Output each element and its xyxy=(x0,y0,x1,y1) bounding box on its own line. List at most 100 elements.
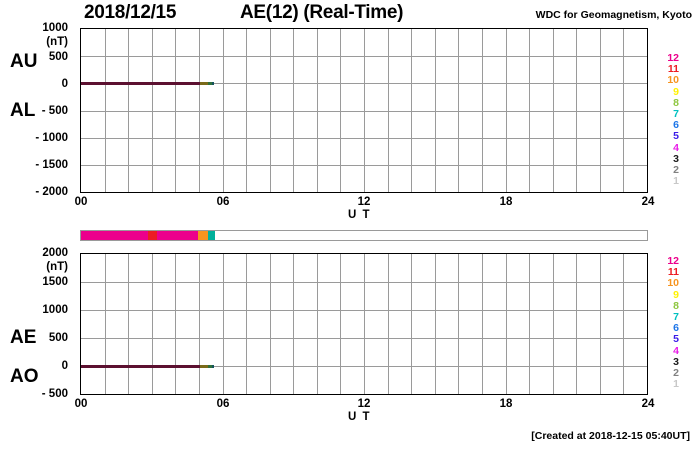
top-y-axis-tick-1000: 1000 xyxy=(42,22,68,34)
gridline-horizontal xyxy=(81,56,647,57)
gridline-vertical xyxy=(411,29,412,192)
bottom-y-axis-unit: (nT) xyxy=(46,261,68,273)
top-x-tick-00: 00 xyxy=(74,196,88,208)
bottom-y-axis-tick-neg500: - 500 xyxy=(41,388,68,400)
gridline-vertical xyxy=(364,254,365,394)
gridline-vertical xyxy=(199,29,200,192)
gridline-vertical xyxy=(270,29,271,192)
legend-item-4: 4 xyxy=(673,141,679,154)
trace-segment xyxy=(200,365,208,368)
top-y-axis-tick-neg1000: - 1000 xyxy=(35,132,68,144)
gridline-vertical xyxy=(293,254,294,394)
legend-item-10: 10 xyxy=(667,277,679,290)
gridline-vertical xyxy=(340,254,341,394)
legend-bottom: 12 11 10 9 8 7 6 5 4 3 2 1 xyxy=(657,255,679,390)
legend-top: 12 11 10 9 8 7 6 5 4 3 2 1 xyxy=(657,52,679,188)
gridline-vertical xyxy=(317,254,318,394)
top-x-axis-title: U T xyxy=(348,209,372,221)
credit-label: WDC for Geomagnetism, Kyoto xyxy=(535,9,692,21)
gridline-horizontal xyxy=(81,282,647,283)
gridline-vertical xyxy=(482,254,483,394)
data-trace xyxy=(81,365,214,368)
gridline-vertical xyxy=(600,29,601,192)
gridline-vertical xyxy=(553,254,554,394)
gridline-vertical xyxy=(364,29,365,192)
trace-segment xyxy=(211,82,214,85)
bottom-x-tick-18: 18 xyxy=(499,398,513,410)
legend-item-12: 12 xyxy=(667,52,679,64)
legend-item-9: 9 xyxy=(673,85,679,98)
gridline-vertical xyxy=(293,29,294,192)
page-title: AE(12) (Real-Time) xyxy=(240,2,404,23)
gridline-vertical xyxy=(128,254,129,394)
top-y-axis-tick-500: 500 xyxy=(48,51,68,63)
ae-label: AE xyxy=(10,327,37,348)
bottom-x-tick-06: 06 xyxy=(216,398,230,410)
top-y-axis-tick-neg500: - 500 xyxy=(41,105,68,117)
gridline-horizontal xyxy=(81,310,647,311)
trace-segment xyxy=(200,82,208,85)
gridline-vertical xyxy=(246,254,247,394)
gridline-horizontal xyxy=(81,366,647,367)
gridline-horizontal xyxy=(81,165,647,166)
gridline-vertical xyxy=(576,254,577,394)
gridline-vertical xyxy=(529,254,530,394)
legend-item-4: 4 xyxy=(673,344,679,357)
gridline-vertical xyxy=(175,254,176,394)
trace-segment xyxy=(81,82,201,85)
top-y-axis-tick-neg1500: - 1500 xyxy=(35,159,68,171)
legend-item-3: 3 xyxy=(673,355,679,368)
gridline-vertical xyxy=(482,29,483,192)
gridline-vertical xyxy=(388,254,389,394)
ao-label: AO xyxy=(10,366,39,387)
gridline-vertical xyxy=(340,29,341,192)
bottom-y-axis-tick-1000: 1000 xyxy=(42,304,68,316)
legend-item-12: 12 xyxy=(667,255,679,267)
top-x-tick-06: 06 xyxy=(216,196,230,208)
gridline-vertical xyxy=(152,254,153,394)
bottom-y-axis-tick-2000: 2000 xyxy=(42,247,68,259)
gridline-vertical xyxy=(175,29,176,192)
legend-item-6: 6 xyxy=(673,322,679,335)
au-al-plot-area xyxy=(80,28,648,193)
legend-item-6: 6 xyxy=(673,119,679,132)
trace-segment xyxy=(207,82,212,85)
gridline-horizontal xyxy=(81,111,647,112)
gridline-vertical xyxy=(317,29,318,192)
legend-item-3: 3 xyxy=(673,152,679,165)
legend-item-11: 11 xyxy=(667,266,679,279)
gridline-vertical xyxy=(623,254,624,394)
trace-segment xyxy=(211,365,214,368)
gridline-vertical xyxy=(388,29,389,192)
top-y-axis-tick-0: 0 xyxy=(61,78,68,90)
gridline-horizontal xyxy=(81,338,647,339)
gridline-vertical xyxy=(223,254,224,394)
gridline-horizontal xyxy=(81,83,647,84)
gridline-vertical xyxy=(435,254,436,394)
au-label: AU xyxy=(10,51,38,72)
gridline-vertical xyxy=(458,29,459,192)
legend-item-5: 5 xyxy=(673,333,679,346)
gridline-vertical xyxy=(600,254,601,394)
page-title-date: 2018/12/15 xyxy=(84,2,177,23)
bottom-y-axis-tick-500: 500 xyxy=(48,332,68,344)
gridline-vertical xyxy=(223,29,224,192)
top-x-tick-18: 18 xyxy=(499,196,513,208)
trace-segment xyxy=(81,365,201,368)
legend-item-2: 2 xyxy=(673,367,679,380)
top-x-tick-12: 12 xyxy=(357,196,371,208)
legend-item-8: 8 xyxy=(673,299,679,312)
legend-item-1: 1 xyxy=(673,175,679,188)
gridline-vertical xyxy=(553,29,554,192)
data-coverage-bar[interactable] xyxy=(80,230,648,241)
coverage-segment xyxy=(197,231,209,240)
coverage-segment xyxy=(148,231,158,240)
bottom-y-axis-tick-0: 0 xyxy=(61,360,68,372)
gridline-vertical xyxy=(105,29,106,192)
gridline-vertical xyxy=(435,29,436,192)
gridline-vertical xyxy=(128,29,129,192)
gridline-vertical xyxy=(506,29,507,192)
gridline-vertical xyxy=(458,254,459,394)
coverage-segment xyxy=(208,231,215,240)
top-y-axis-unit: (nT) xyxy=(46,36,68,48)
